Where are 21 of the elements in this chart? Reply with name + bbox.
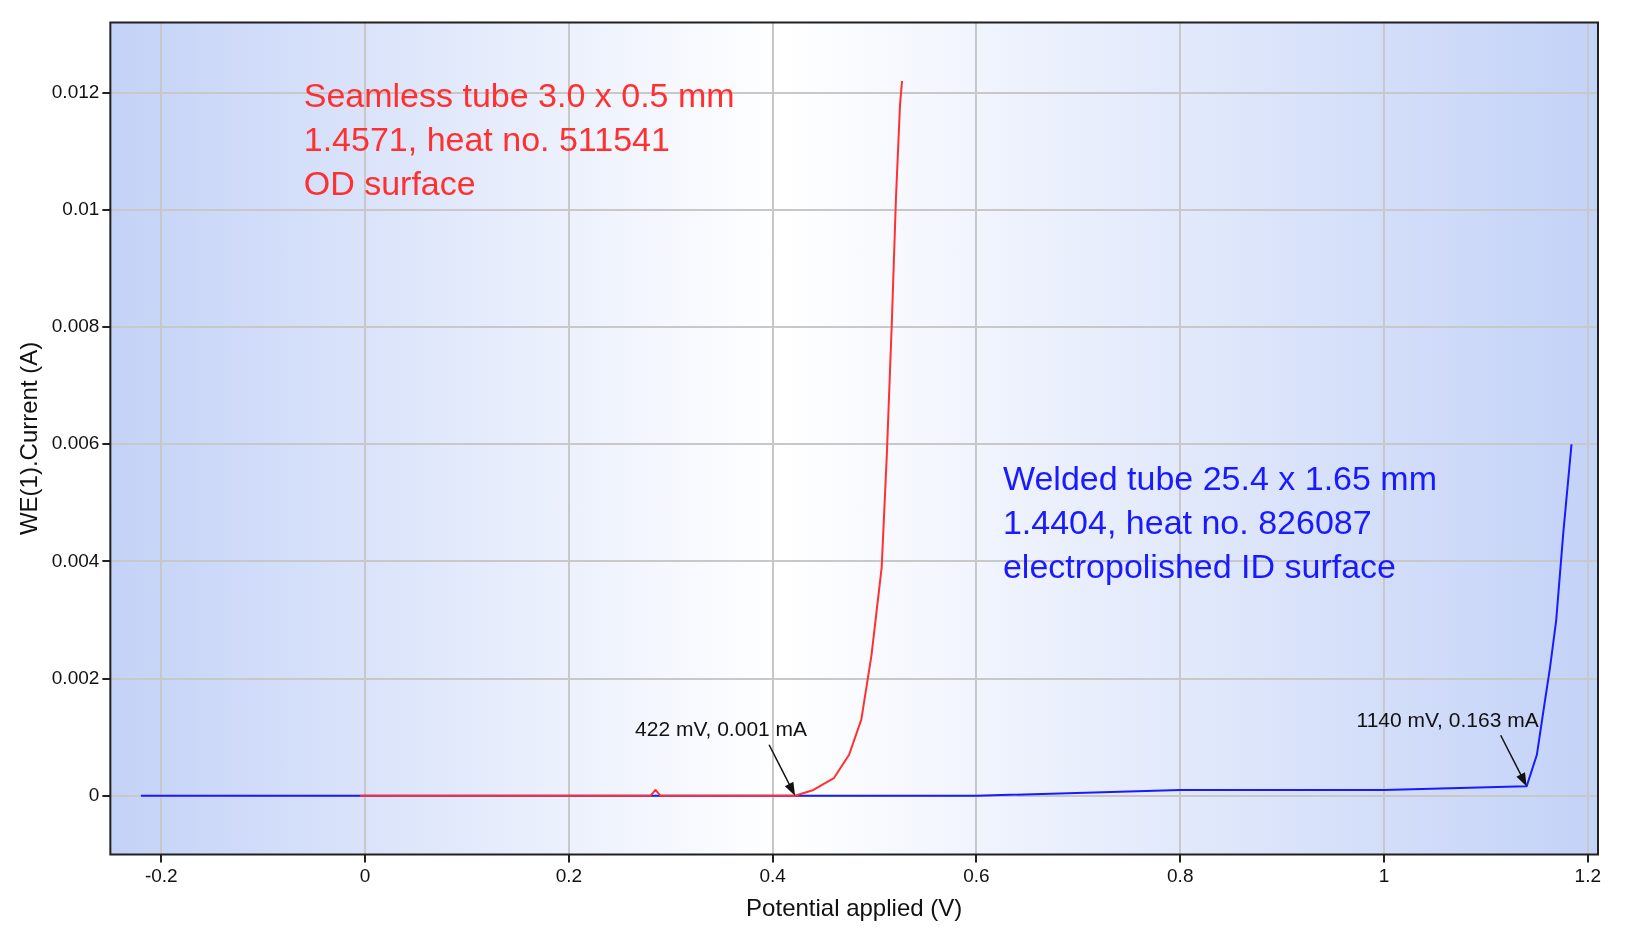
y-tick-label: 0.002 bbox=[51, 666, 100, 688]
x-tick-label: 0.4 bbox=[759, 865, 787, 887]
x-tick-label: 1 bbox=[1378, 865, 1390, 887]
x-tick-label: 0.8 bbox=[1167, 865, 1194, 887]
y-tick-label: 0 bbox=[88, 784, 100, 806]
text: Welded tube 25.4 x 1.65 mm 1.4404, heat no. 826087 electropolished ID surface bbox=[1002, 458, 1438, 585]
x-tick-label: -0.2 bbox=[144, 865, 178, 887]
x-axis-title: Potential applied (V) bbox=[746, 894, 963, 922]
text: Seamless tube 3.0 x 0.5 mm 1.4571, heat no. 511541 OD surface bbox=[303, 76, 735, 203]
y-tick-label: 0.004 bbox=[51, 549, 100, 571]
x-tick-label: 1.2 bbox=[1574, 865, 1602, 887]
x-tick-label: 0 bbox=[359, 865, 371, 887]
x-tick-label: 0.2 bbox=[555, 865, 583, 887]
y-tick-label: 0.012 bbox=[51, 80, 100, 102]
y-tick-label: 0.01 bbox=[62, 198, 100, 220]
y-tick-label: 0.008 bbox=[51, 315, 100, 337]
annotation: 1140 mV, 0.163 mA bbox=[1356, 707, 1539, 731]
y-tick-label: 0.006 bbox=[51, 432, 100, 454]
y-axis-title: WE(1).Current (A) bbox=[15, 341, 43, 536]
annotation: 422 mV, 0.001 mA bbox=[635, 717, 808, 741]
x-tick-label: 0.6 bbox=[963, 865, 990, 887]
